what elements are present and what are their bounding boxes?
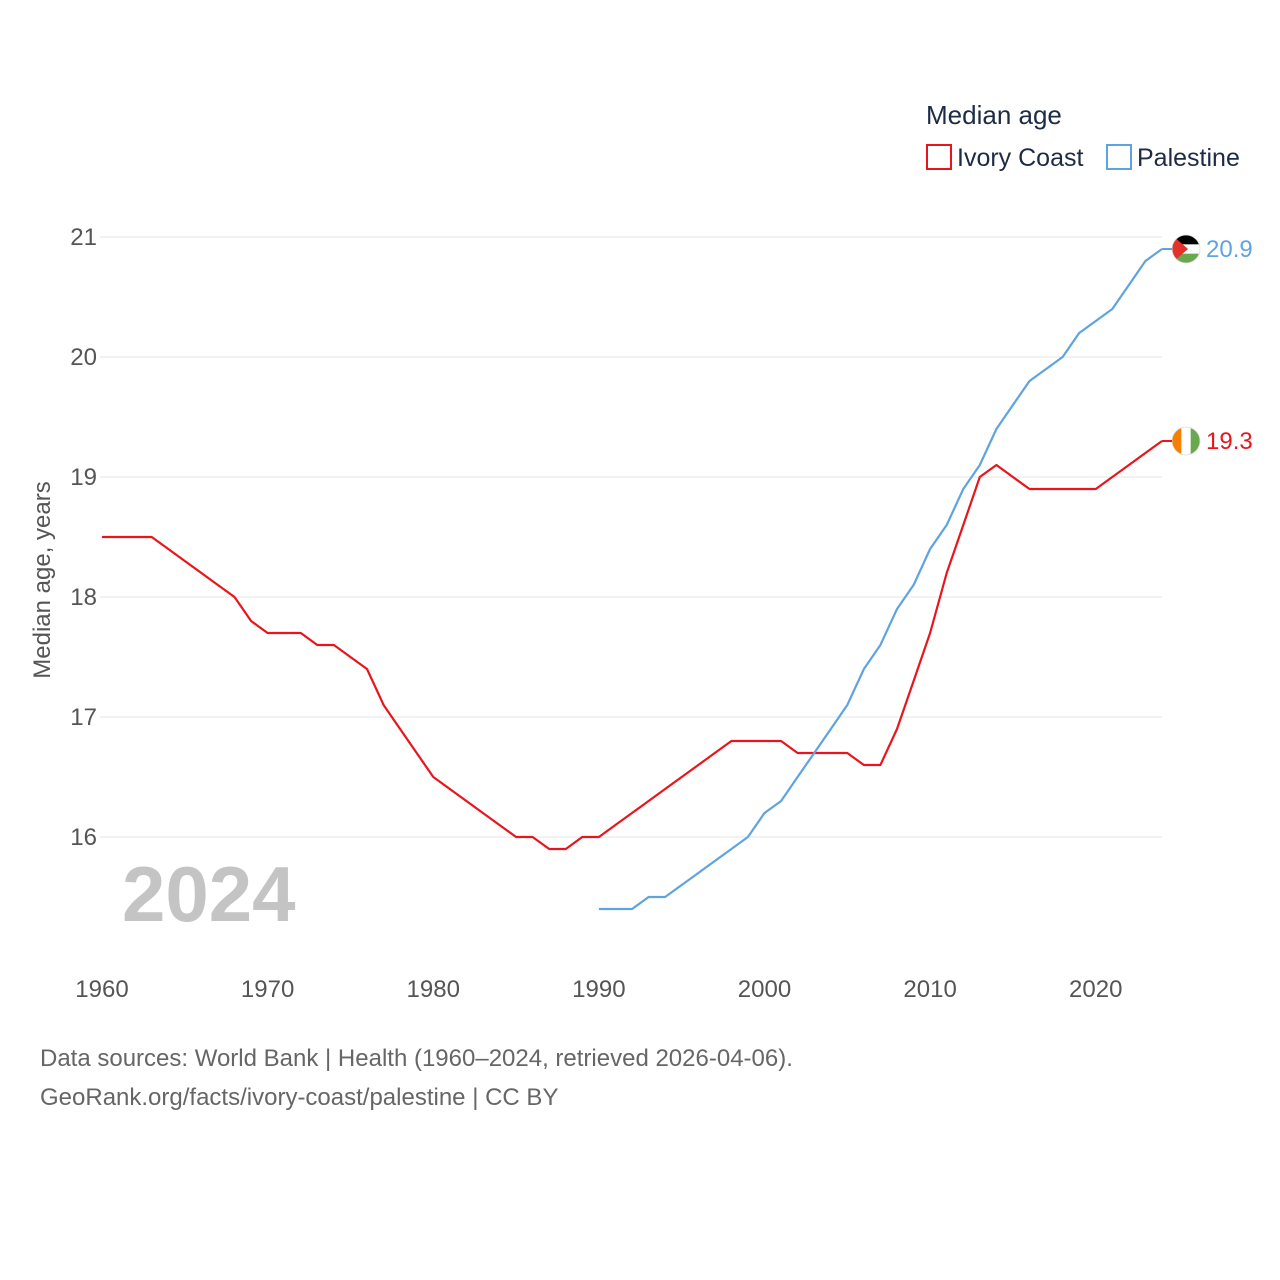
legend-swatch-ivory-coast[interactable] [926, 144, 952, 170]
series-line-ivory-coast[interactable] [102, 440, 1163, 851]
legend-label-ivory-coast[interactable]: Ivory Coast [957, 144, 1083, 172]
series-line-palestine[interactable] [598, 248, 1163, 911]
flag-icon-ivory-coast [1162, 426, 1201, 456]
x-tick-label-1960: 1960 [75, 976, 128, 1003]
x-tick-label-1980: 1980 [407, 976, 460, 1003]
y-tick-label-20: 20 [70, 344, 97, 371]
current-year-watermark: 2024 [122, 850, 296, 938]
end-value-label-palestine: 20.9 [1206, 236, 1253, 263]
y-tick-label-18: 18 [70, 584, 97, 611]
legend-label-palestine[interactable]: Palestine [1137, 144, 1240, 172]
footer-sources: Data sources: World Bank | Health (1960–… [40, 1045, 793, 1072]
series-lines [102, 248, 1163, 911]
x-tick-label-2010: 2010 [903, 976, 956, 1003]
series-end-markers: 19.3 20.9 [1162, 234, 1253, 456]
x-tick-label-2020: 2020 [1069, 976, 1122, 1003]
x-axis-ticks: 1960 1970 1980 1990 2000 2010 2020 [75, 976, 1122, 1003]
y-axis-ticks: 16 17 18 19 20 21 [70, 224, 97, 851]
x-tick-label-2000: 2000 [738, 976, 791, 1003]
y-tick-label-16: 16 [70, 824, 97, 851]
grid-lines [100, 236, 1162, 838]
y-tick-label-19: 19 [70, 464, 97, 491]
end-value-label-ivory-coast: 19.3 [1206, 428, 1253, 455]
x-tick-label-1990: 1990 [572, 976, 625, 1003]
legend-title: Median age [926, 100, 1062, 130]
flag-icon-palestine [1162, 234, 1201, 264]
legend: Median age Ivory Coast Palestine [926, 100, 1240, 172]
x-tick-label-1970: 1970 [241, 976, 294, 1003]
y-axis-label: Median age, years [29, 481, 56, 678]
y-tick-label-21: 21 [70, 224, 97, 251]
legend-swatch-palestine[interactable] [1106, 144, 1132, 170]
footer-attribution[interactable]: GeoRank.org/facts/ivory-coast/palestine … [40, 1084, 559, 1111]
y-tick-label-17: 17 [70, 704, 97, 731]
